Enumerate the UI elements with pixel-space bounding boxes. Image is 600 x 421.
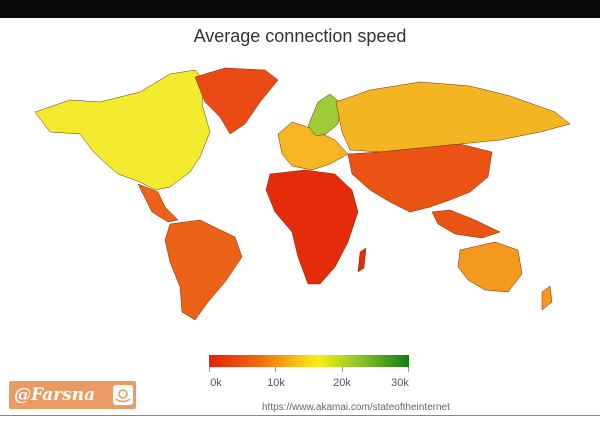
brand-label: @Farsna: [14, 385, 96, 405]
legend-label-0: 0k: [210, 377, 222, 389]
legend-tick: [209, 367, 210, 372]
region-australia[interactable]: [457, 241, 523, 293]
region-asia[interactable]: [347, 143, 493, 213]
legend-tick: [408, 367, 409, 372]
region-scandinavia[interactable]: [307, 93, 343, 137]
legend-tick: [342, 367, 343, 372]
legend-ticks: [209, 367, 409, 373]
region-southeast-asia[interactable]: [431, 209, 501, 239]
region-madagascar[interactable]: [357, 247, 367, 273]
legend-tick: [275, 367, 276, 372]
region-russia[interactable]: [335, 81, 571, 153]
region-new-zealand[interactable]: [541, 285, 553, 311]
divider: [0, 415, 600, 416]
farsna-logo-icon: [113, 385, 133, 405]
top-bar: [0, 0, 600, 18]
region-africa[interactable]: [265, 169, 359, 285]
region-central-america[interactable]: [137, 183, 179, 223]
legend-label-10k: 10k: [267, 377, 285, 389]
region-south-america[interactable]: [164, 219, 243, 321]
legend-label-20k: 20k: [333, 377, 351, 389]
region-europe[interactable]: [277, 121, 349, 171]
source-link[interactable]: https://www.akamai.com/stateoftheinterne…: [262, 402, 450, 413]
region-greenland[interactable]: [194, 67, 279, 135]
map-title: Average connection speed: [193, 26, 407, 46]
region-north-america[interactable]: [34, 69, 211, 191]
legend-label-30k: 30k: [391, 377, 409, 389]
world-map: [34, 67, 571, 321]
legend-color-scale: [209, 355, 409, 367]
farsna-watermark: @Farsna: [9, 381, 136, 409]
